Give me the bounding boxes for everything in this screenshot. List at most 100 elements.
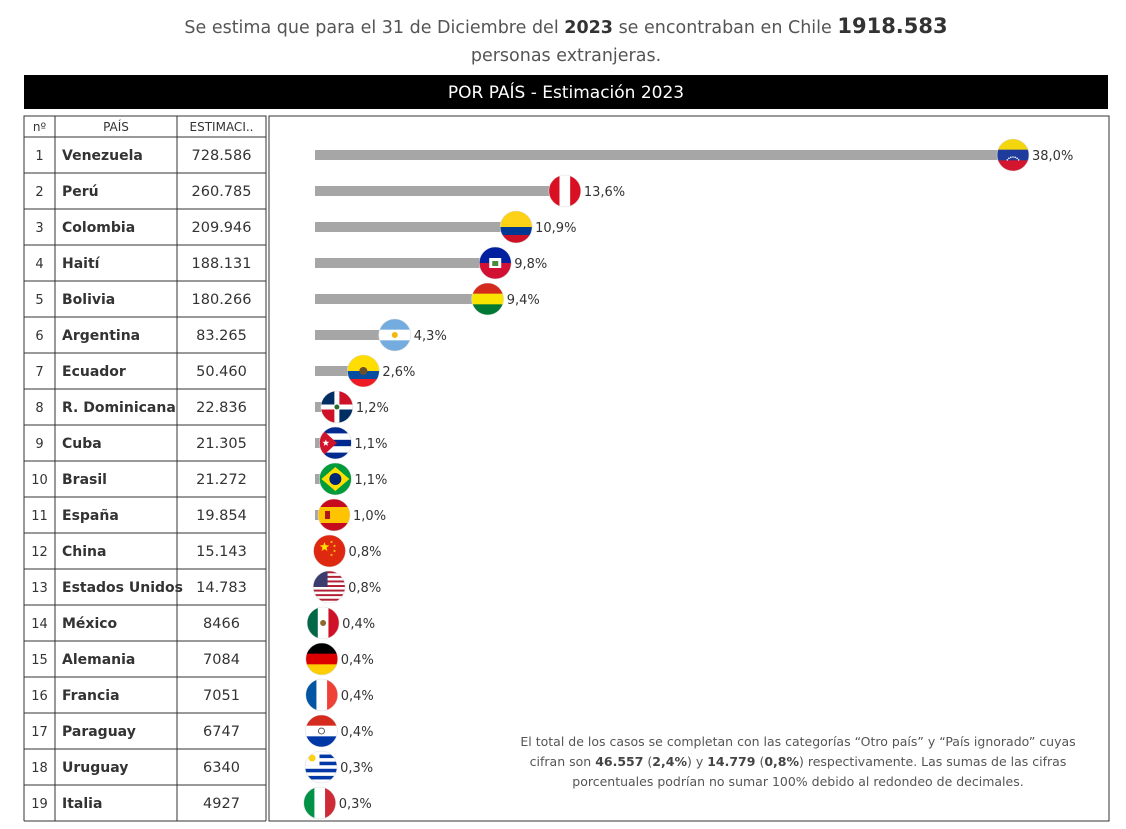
percent-label: 9,4% [507, 293, 540, 308]
ecuador-flag [347, 354, 380, 388]
country-label: Italia [62, 796, 102, 812]
country-label: Perú [62, 184, 99, 200]
row-number: 15 [31, 653, 48, 668]
cuba-flag [319, 426, 352, 460]
percent-label: 9,8% [514, 257, 547, 272]
country-label: R. Dominicana [62, 400, 176, 416]
estimate-value: 19.854 [196, 508, 247, 524]
row-number: 7 [35, 365, 43, 380]
estimate-value: 8466 [203, 616, 240, 632]
estimate-value: 21.272 [196, 472, 247, 488]
row-number: 9 [35, 437, 43, 452]
percent-label: 1,0% [353, 509, 386, 524]
headline-prefix: Se estima que para el 31 de Diciembre de… [184, 18, 559, 38]
country-label: Bolivia [62, 292, 115, 308]
estimate-value: 83.265 [196, 328, 247, 344]
footnote-conj: y [695, 754, 704, 769]
italy-flag [303, 786, 337, 820]
country-label: Brasil [62, 472, 107, 488]
country-label: Colombia [62, 220, 135, 236]
argentina-flag [378, 318, 412, 352]
summary-headline: Se estima que para el 31 de Diciembre de… [0, 12, 1126, 70]
percent-label: 0,4% [341, 689, 374, 704]
percent-label: 1,2% [356, 401, 389, 416]
headline-suffix: personas extranjeras. [470, 46, 662, 66]
uruguay-flag [304, 750, 338, 784]
bolivia-flag [471, 282, 504, 316]
estimate-value: 6747 [203, 724, 240, 740]
col-header-no: nº [33, 120, 47, 134]
country-label: Alemania [62, 652, 135, 668]
col-header-country: PAÍS [103, 119, 129, 134]
estimate-value: 50.460 [196, 364, 247, 380]
row-number: 8 [35, 401, 43, 416]
row-number: 14 [31, 617, 48, 632]
row-number: 16 [31, 689, 48, 704]
country-label: México [62, 616, 118, 632]
percent-label: 13,6% [584, 185, 625, 200]
row-number: 1 [35, 149, 43, 164]
haiti-flag [478, 246, 512, 280]
estimate-value: 6340 [203, 760, 240, 776]
country-label: Francia [62, 688, 120, 704]
percent-label: 1,1% [354, 437, 387, 452]
percent-label: 0,3% [339, 797, 372, 812]
bar [315, 294, 488, 304]
footnote-part1: El total de los casos se completan con l… [520, 734, 1076, 769]
bar [315, 258, 496, 268]
brazil-flag [319, 462, 352, 496]
country-label: Uruguay [62, 760, 128, 776]
china-flag [313, 534, 346, 568]
chart-panel-border [268, 115, 1110, 822]
row-number: 2 [35, 185, 43, 200]
percent-label: 10,9% [535, 221, 576, 236]
estimate-value: 7084 [203, 652, 240, 668]
footnote-part2: respectivamente. Las sumas de las cifras… [572, 754, 1067, 789]
estimate-value: 728.586 [192, 148, 252, 164]
row-number: 3 [35, 221, 43, 236]
headline-total: 1918.583 [837, 14, 948, 38]
row-number: 12 [31, 545, 48, 560]
col-header-estimate: ESTIMACI.. [190, 120, 254, 134]
mexico-flag [306, 606, 340, 640]
country-label: Estados Unidos [62, 580, 183, 596]
estimate-value: 180.266 [192, 292, 252, 308]
country-label: Cuba [62, 436, 102, 452]
country-label: China [62, 544, 106, 560]
paraguay-flag [305, 714, 338, 748]
footnote-pct-ignored: 0,8% [764, 754, 799, 769]
row-number: 5 [35, 293, 43, 308]
estimate-value: 14.783 [196, 580, 247, 596]
percent-label: 0,4% [341, 653, 374, 668]
percent-label: 38,0% [1032, 149, 1073, 164]
venezuela-flag [996, 138, 1030, 172]
footnote-pct-other: 2,4% [652, 754, 687, 769]
row-number: 11 [31, 509, 48, 524]
headline-middle: se encontraban en Chile [618, 18, 832, 38]
germany-flag [305, 642, 339, 676]
usa-flag [312, 570, 346, 604]
country-label: España [62, 508, 119, 524]
row-number: 18 [31, 761, 48, 776]
estimate-value: 22.836 [196, 400, 247, 416]
estimate-value: 4927 [203, 796, 240, 812]
row-number: 10 [31, 473, 48, 488]
chart-banner: POR PAÍS - Estimación 2023 [24, 75, 1108, 109]
percent-label: 1,1% [354, 473, 387, 488]
estimate-value: 15.143 [196, 544, 247, 560]
percent-label: 0,4% [340, 725, 373, 740]
estimate-value: 188.131 [192, 256, 252, 272]
spain-flag [317, 498, 351, 532]
row-number: 19 [31, 797, 48, 812]
country-label: Paraguay [62, 724, 136, 740]
estimate-value: 21.305 [196, 436, 247, 452]
bar [315, 186, 565, 196]
peru-flag [548, 174, 582, 208]
row-number: 17 [31, 725, 48, 740]
percent-label: 0,3% [340, 761, 373, 776]
colombia-flag [499, 210, 533, 244]
row-number: 13 [31, 581, 48, 596]
country-label: Argentina [62, 328, 140, 344]
headline-year: 2023 [564, 18, 613, 38]
footnote-value-ignored: 14.779 [707, 754, 756, 769]
